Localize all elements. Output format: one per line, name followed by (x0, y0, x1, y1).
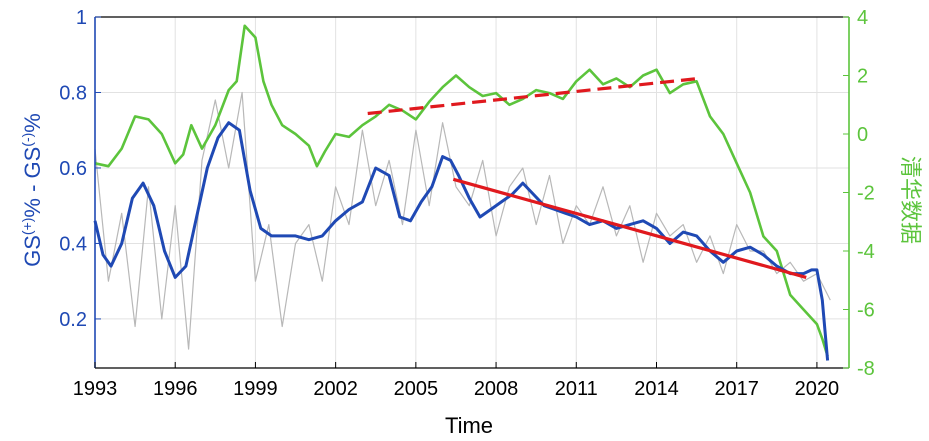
y-left-tick-label: 0.6 (59, 158, 87, 180)
x-tick-label: 1999 (233, 378, 278, 400)
tick-labels: 1993 1996 1999 2002 2005 2008 2011 2014 2017 2020… (59, 7, 875, 400)
y-left-label-sup1: (+) (19, 218, 35, 236)
x-tick-label: 2017 (714, 378, 759, 400)
raw-series-layer (94, 91, 831, 350)
x-tick-label: 1993 (73, 378, 118, 400)
y-left-label-base: GS (20, 235, 45, 267)
x-axis-label: Time (445, 413, 493, 438)
smooth-series-line (93, 121, 830, 361)
y-left-tick-label: 0.2 (59, 309, 87, 331)
grid (94, 16, 849, 368)
right-series-line (94, 24, 829, 357)
y-left-label-sup2: (-) (19, 133, 35, 147)
y-axis-left-label: GS(+)% - GS(-)% (19, 113, 45, 267)
x-tick-label: 1996 (153, 378, 198, 400)
y-right-tick-label: -8 (857, 358, 875, 380)
y-axis-right-label: 清华数据 (898, 156, 923, 244)
right-series-layer (94, 24, 829, 357)
smooth-series-layer (93, 121, 830, 361)
y-right-tick-label: -2 (857, 183, 875, 205)
solid-trend-line (452, 177, 807, 279)
y-left-label-end: % (20, 113, 45, 133)
x-tick-label: 2002 (313, 378, 358, 400)
y-left-tick-label: 1 (76, 7, 87, 29)
y-right-tick-label: -6 (857, 300, 875, 322)
x-tick-label: 2005 (394, 378, 439, 400)
y-right-tick-label: 2 (857, 66, 868, 88)
y-left-tick-label: 0.8 (59, 82, 87, 104)
raw-series-line (94, 91, 831, 350)
y-left-tick-label: 0.4 (59, 233, 87, 255)
y-right-tick-label: 4 (857, 7, 868, 29)
axes (94, 16, 850, 369)
y-right-tick-label: 0 (857, 124, 868, 146)
x-tick-label: 2011 (555, 378, 598, 400)
x-tick-label: 2008 (474, 378, 519, 400)
solid-trend-layer (452, 177, 807, 279)
y-right-tick-label: -4 (857, 241, 875, 263)
dashed-trend-layer (367, 76, 700, 116)
y-left-label-mid: % - GS (20, 147, 45, 218)
dashed-trend-line (367, 76, 700, 116)
x-tick-label: 2020 (795, 378, 840, 400)
x-tick-label: 2014 (634, 378, 679, 400)
